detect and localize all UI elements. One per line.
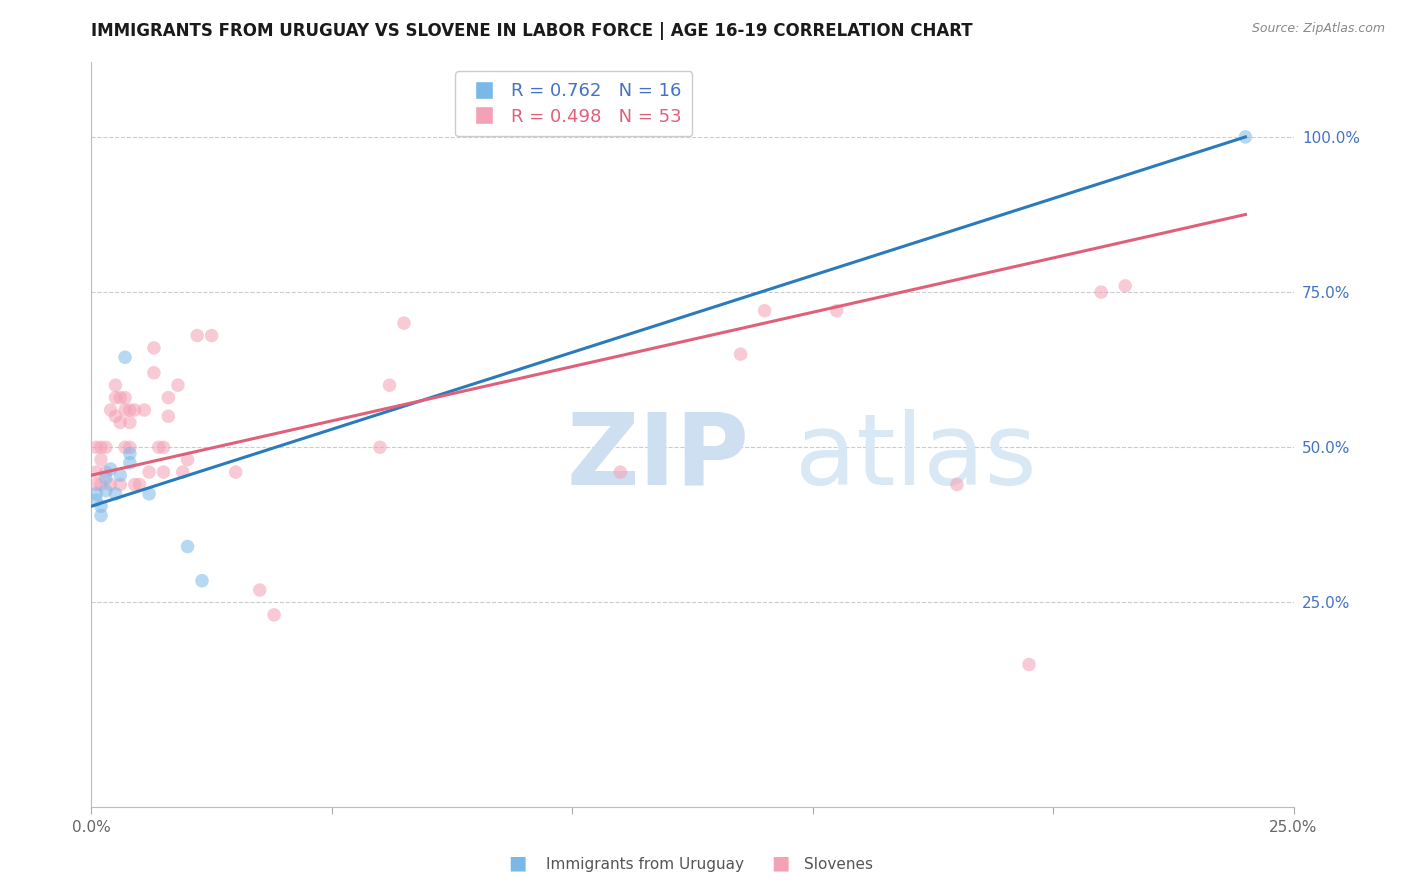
Point [118,456,141,470]
Point [84,477,107,491]
Point [263,607,285,622]
Point [152,465,174,479]
Point [1234,130,1257,145]
Point [1114,279,1136,293]
Point [118,403,141,417]
Point [100,462,122,476]
Point [186,328,208,343]
Point [94,471,117,485]
Text: Slovenes: Slovenes [804,857,873,872]
Point [157,391,180,405]
Text: Source: ZipAtlas.com: Source: ZipAtlas.com [1251,22,1385,36]
Point [114,391,136,405]
Point [157,409,180,424]
Text: ■: ■ [770,854,790,872]
Point [249,582,271,597]
Point [148,440,170,454]
Point [90,440,112,454]
Point [172,465,194,479]
Point [100,403,122,417]
Point [118,446,141,460]
Point [110,391,132,405]
Point [1090,285,1112,299]
Point [110,468,132,483]
Text: ZIP: ZIP [567,409,749,506]
Point [114,403,136,417]
Point [104,487,127,501]
Point [142,341,165,355]
Point [84,440,107,454]
Point [191,574,214,588]
Text: IMMIGRANTS FROM URUGUAY VS SLOVENE IN LABOR FORCE | AGE 16-19 CORRELATION CHART: IMMIGRANTS FROM URUGUAY VS SLOVENE IN LA… [91,22,973,40]
Point [104,409,127,424]
Point [90,508,112,523]
Point [176,540,198,554]
Point [94,483,117,498]
Point [142,366,165,380]
Point [201,328,224,343]
Text: ■: ■ [508,854,527,872]
Point [128,477,150,491]
Point [124,477,146,491]
Point [114,440,136,454]
Point [84,493,107,508]
Point [176,452,198,467]
Point [138,465,160,479]
Point [378,378,401,392]
Point [84,465,107,479]
Point [225,465,247,479]
Legend: R = 0.762   N = 16, R = 0.498   N = 53: R = 0.762 N = 16, R = 0.498 N = 53 [456,71,693,136]
Point [118,416,141,430]
Point [138,487,160,501]
Point [167,378,190,392]
Point [90,477,112,491]
Point [754,303,776,318]
Point [134,403,156,417]
Point [90,500,112,514]
Point [84,487,107,501]
Point [825,303,848,318]
Point [110,416,132,430]
Point [100,477,122,491]
Point [114,351,136,365]
Point [104,391,127,405]
Point [94,465,117,479]
Point [124,403,146,417]
Point [392,316,415,330]
Point [94,440,117,454]
Point [104,378,127,392]
Text: Immigrants from Uruguay: Immigrants from Uruguay [546,857,744,872]
Point [1018,657,1040,672]
Text: atlas: atlas [794,409,1036,506]
Point [946,477,969,491]
Point [609,465,631,479]
Point [368,440,391,454]
Point [152,440,174,454]
Point [110,477,132,491]
Point [730,347,752,361]
Point [90,452,112,467]
Point [118,440,141,454]
